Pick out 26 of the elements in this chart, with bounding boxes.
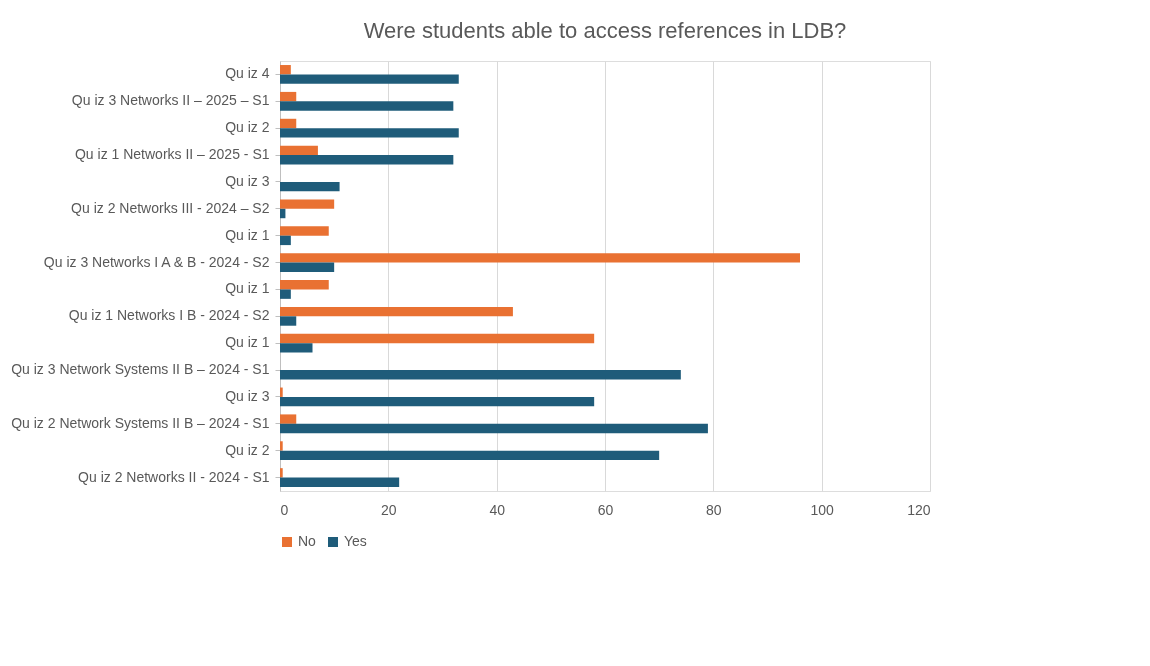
y-tick-label: Qu iz 3 Networks I A & B - 2024 - S2 <box>43 253 270 270</box>
x-tick-label: 100 <box>810 501 835 518</box>
y-tick-label: Qu iz 2 <box>225 119 270 136</box>
x-tick-label: 80 <box>706 501 722 518</box>
y-tick-label: Qu iz 3 Networks II – 2025 – S1 <box>71 92 270 109</box>
x-tick-label: 0 <box>280 501 289 518</box>
legend-label: No <box>298 533 317 549</box>
y-tick-label: Qu iz 3 <box>225 387 270 404</box>
y-tick-label: Qu iz 2 Networks III - 2024 – S2 <box>71 199 270 216</box>
y-tick-label: Qu iz 2 Network Systems II B – 2024 - S1 <box>11 414 270 431</box>
x-tick-label: 40 <box>489 501 506 518</box>
x-tick-label: 120 <box>907 501 931 518</box>
y-tick-label: Qu iz 1 <box>225 334 270 351</box>
y-tick-label: Qu iz 2 <box>225 441 270 458</box>
y-tick-label: Qu iz 1 <box>225 226 270 243</box>
x-tick-label: 60 <box>597 501 614 518</box>
chart-title: Were students able to access references in LDB? <box>363 18 847 43</box>
y-tick-label: Qu iz 1 <box>225 280 270 297</box>
y-tick-label: Qu iz 1 Networks II – 2025 - S1 <box>74 146 270 163</box>
x-tick-label: 20 <box>381 501 397 518</box>
y-tick-label: Qu iz 1 Networks I B - 2024 - S2 <box>68 307 270 324</box>
y-tick-label: Qu iz 3 Network Systems II B – 2024 - S1 <box>11 361 270 378</box>
y-tick-label: Qu iz 2 Networks II - 2024 - S1 <box>78 468 270 485</box>
y-tick-label: Qu iz 4 <box>225 65 270 82</box>
y-tick-label: Qu iz 3 <box>225 172 270 189</box>
legend-label: Yes <box>344 533 367 549</box>
